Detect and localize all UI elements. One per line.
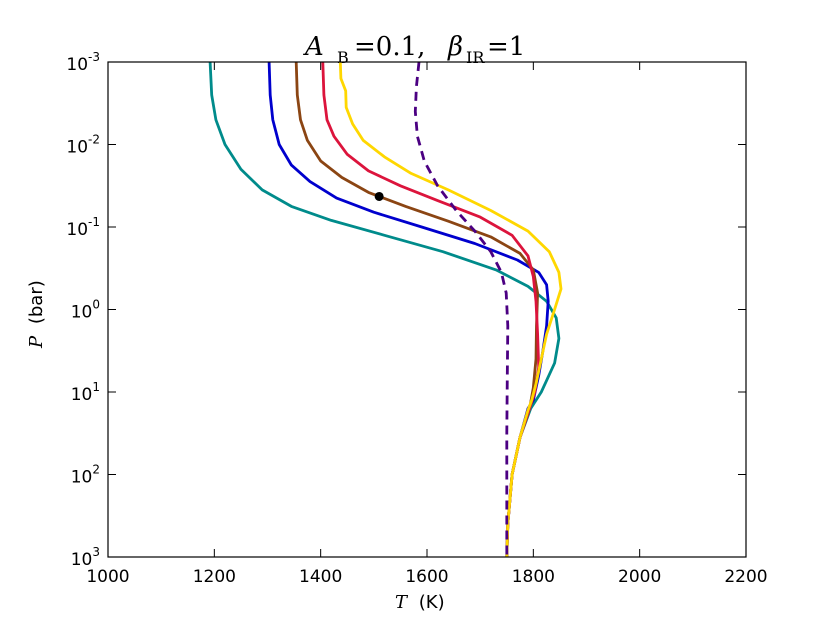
x-tick-label: 1200 <box>193 567 236 587</box>
y-tick-label: 100 <box>71 298 100 323</box>
y-axis-label-var: P <box>26 335 47 349</box>
x-axis: 1000 1200 1400 1600 1800 2000 2200 <box>86 62 768 587</box>
series-line-5 <box>338 61 563 558</box>
y-tick-label: 102 <box>71 463 100 488</box>
marker-point <box>374 191 384 201</box>
title-b-value: =1 <box>487 32 525 62</box>
y-axis-label: P (bar) <box>26 280 47 349</box>
x-tick-label: 1800 <box>512 567 555 587</box>
y-axis: 10-3 10-2 10-1 100 101 102 103 <box>66 50 746 570</box>
y-tick-label: 101 <box>71 380 100 405</box>
y-tick-label: 10-2 <box>66 133 100 158</box>
plot-frame <box>107 61 747 558</box>
x-tick-label: 1000 <box>86 567 129 587</box>
title-a-subscript: B <box>337 48 349 67</box>
y-tick-label: 103 <box>71 545 100 570</box>
y-tick-label: 10-1 <box>66 215 100 240</box>
chart-title: A B =0.1, β IR =1 <box>303 32 525 67</box>
y-tick-label: 10-3 <box>66 50 100 75</box>
x-tick-label: 1400 <box>299 567 342 587</box>
title-b-subscript: IR <box>466 48 485 67</box>
x-axis-label-unit: (K) <box>419 592 445 613</box>
x-tick-label: 2000 <box>618 567 661 587</box>
x-tick-label: 2200 <box>724 567 767 587</box>
title-b-symbol: β <box>447 32 463 62</box>
title-a-symbol: A <box>303 32 324 62</box>
plot-lines <box>208 61 563 558</box>
series-line-3 <box>294 61 539 558</box>
series-line-6 <box>413 61 510 557</box>
x-axis-label-var: T <box>395 592 409 613</box>
title-a-value: =0.1, <box>354 32 425 62</box>
y-axis-label-unit: (bar) <box>26 280 47 324</box>
x-tick-label: 1600 <box>405 567 448 587</box>
x-axis-label: T (K) <box>395 592 445 613</box>
